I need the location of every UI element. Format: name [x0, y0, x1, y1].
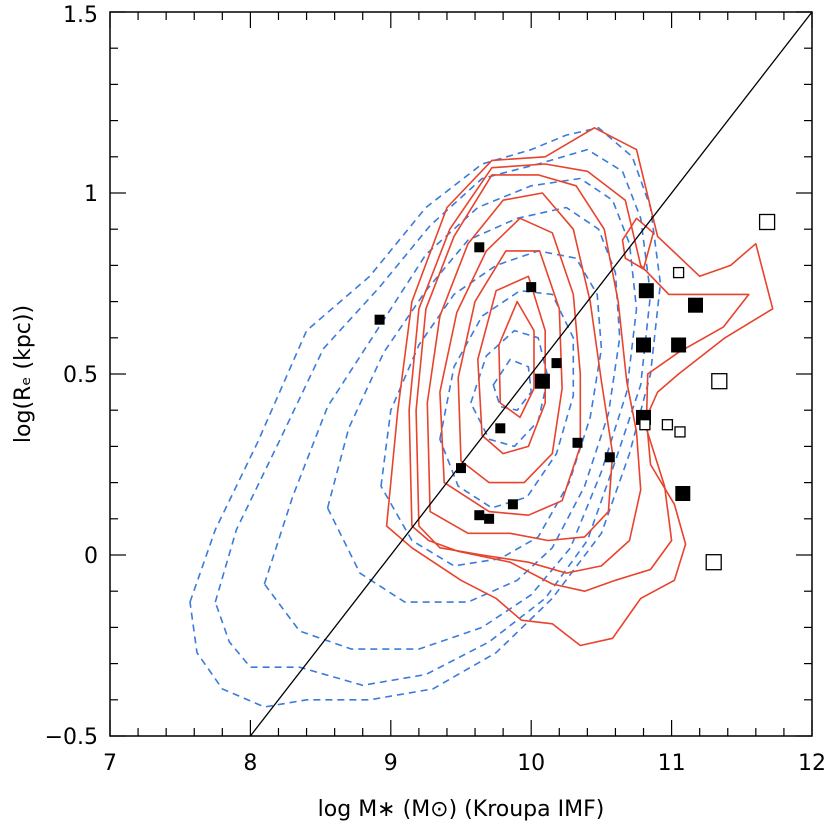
x-tick-label: 9	[384, 751, 398, 776]
open-square-large-point	[711, 373, 728, 390]
x-tick-label: 11	[658, 751, 686, 776]
open-square-small-point	[639, 419, 651, 431]
red-solid-contour-4	[426, 192, 614, 542]
filled-square-small-point	[507, 499, 518, 510]
red-solid-contour-7	[476, 275, 547, 455]
filled-square-large-point	[638, 283, 654, 299]
red-solid-contour-5	[439, 217, 582, 517]
filled-square-large-point	[636, 337, 651, 353]
x-tick-label: 7	[103, 751, 117, 776]
axis-ticks	[109, 11, 813, 737]
blue-dashed-contour-4	[326, 206, 621, 603]
open-square-large-point	[758, 213, 776, 231]
filled-square-large-point	[534, 373, 550, 389]
red-solid-contour-2	[408, 163, 750, 593]
tick-labels: 7 8 9 10 11 12 −0.5 0 0.5 1 1.5	[45, 3, 826, 776]
red-solid-contour-8	[498, 300, 535, 419]
red-solid-contour-6	[457, 250, 563, 484]
relation-line-layer	[249, 11, 813, 737]
plot-frame	[109, 11, 813, 737]
y-tick-label: 1.5	[63, 3, 98, 28]
open-square-small-point	[672, 266, 685, 279]
filled-square-small-point	[456, 463, 466, 474]
red-solid-contour-3	[415, 174, 642, 574]
filled-square-small-point	[572, 437, 583, 448]
blue-dashed-contour-1	[189, 127, 662, 708]
x-tick-label: 10	[517, 751, 545, 776]
filled-square-small-point	[495, 423, 506, 434]
blue-dashed-contour-5	[380, 250, 603, 567]
y-axis-label: log(Rₑ (kpc))	[11, 305, 36, 443]
x-tick-label: 12	[798, 751, 826, 776]
red-solid-contour-9	[621, 217, 655, 270]
filled-square-small-point	[474, 242, 485, 253]
filled-square-large-point	[671, 337, 687, 353]
points-layer	[374, 213, 776, 571]
y-tick-label: −0.5	[45, 725, 98, 750]
contour-layer	[189, 127, 774, 708]
y-tick-label: 0.5	[63, 363, 98, 388]
red-solid-contour-1	[385, 127, 774, 647]
x-axis-label: log M∗ (M⊙) (Kroupa IMF)	[318, 797, 605, 822]
one-to-one-relation-line	[249, 11, 813, 737]
x-tick-label: 8	[243, 751, 257, 776]
blue-dashed-contour-3	[263, 177, 638, 650]
filled-square-small-point	[484, 513, 495, 524]
filled-square-small-point	[526, 282, 537, 293]
y-tick-label: 1	[84, 182, 98, 207]
open-square-large-point	[705, 554, 722, 571]
filled-square-small-point	[604, 452, 615, 463]
open-square-small-point	[661, 419, 674, 431]
filled-square-large-point	[688, 297, 703, 313]
filled-square-small-point	[374, 314, 385, 325]
filled-square-small-point	[474, 510, 485, 521]
blue-dashed-contour-8	[492, 358, 533, 412]
blue-dashed-contour-6	[439, 289, 575, 509]
open-square-small-point	[674, 426, 686, 438]
y-tick-label: 0	[84, 544, 98, 569]
filled-square-small-point	[551, 358, 562, 369]
filled-square-large-point	[675, 486, 691, 501]
blue-dashed-contour-7	[469, 329, 549, 448]
